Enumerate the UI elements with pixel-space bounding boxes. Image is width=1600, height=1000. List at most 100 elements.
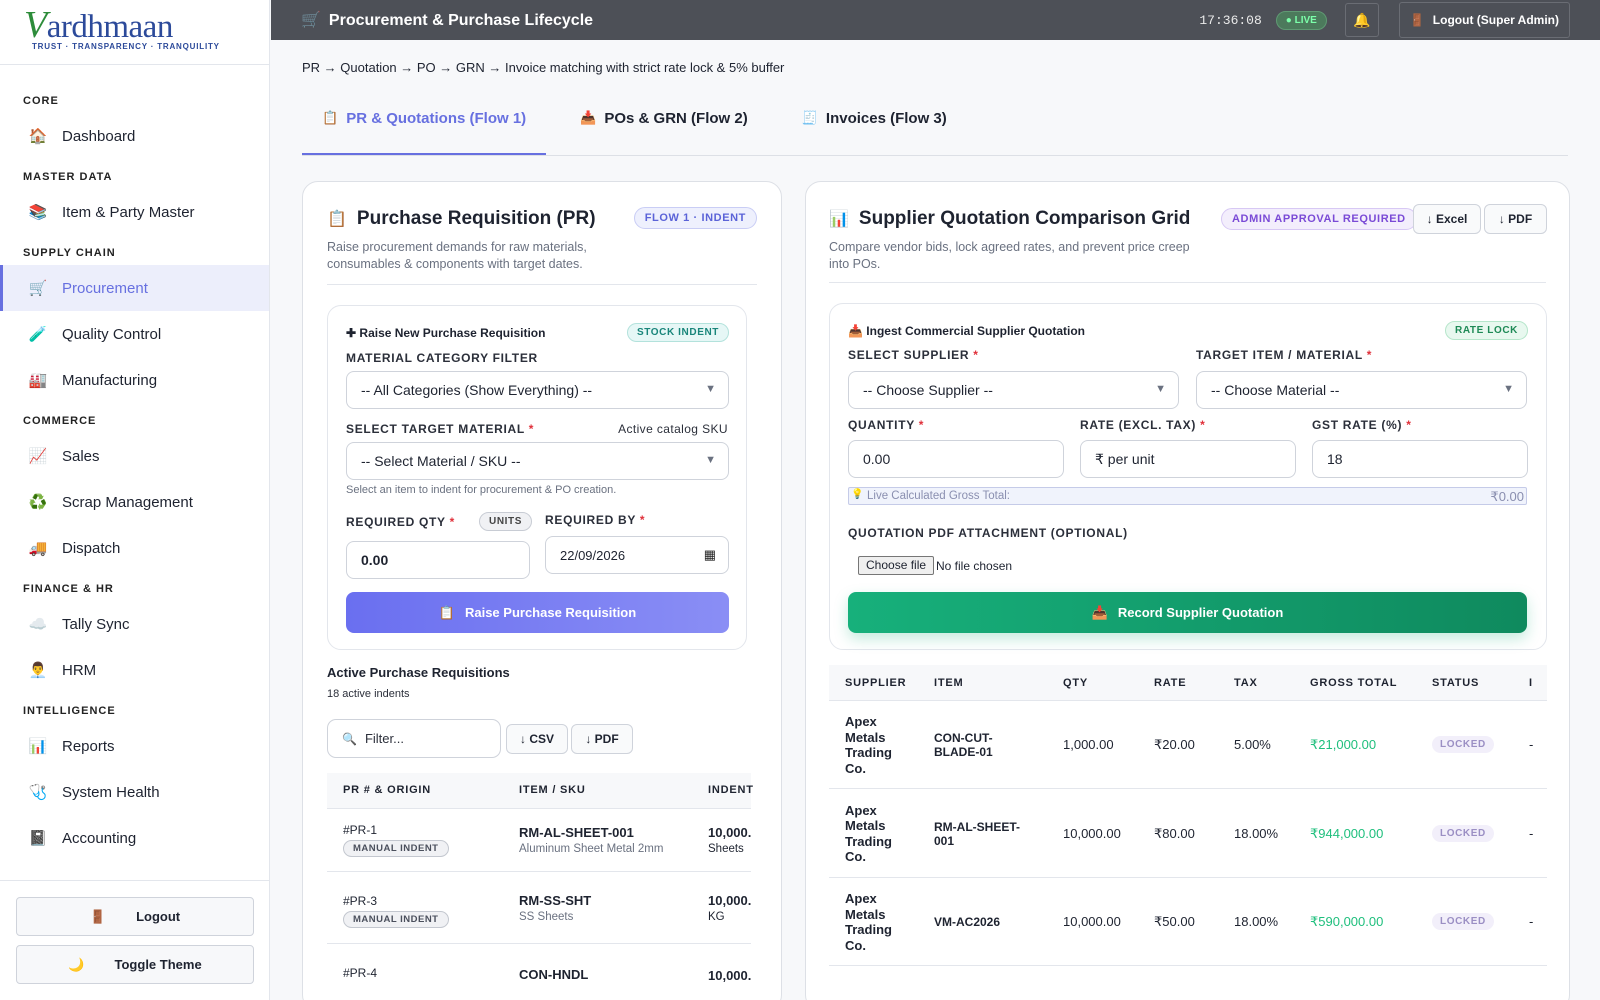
cart-icon: 🛒 — [301, 12, 321, 29]
category-label: MATERIAL CATEGORY FILTER — [346, 351, 538, 365]
table-row[interactable]: Apex Metals Trading Co. CON-CUT- BLADE-01 1,00… — [829, 701, 1547, 789]
supplier-name: Apex — [845, 891, 877, 906]
gst-rate-input[interactable]: 18 — [1312, 440, 1528, 478]
chevron-down-icon: ▼ — [705, 383, 716, 395]
pr-form-title: Raise New Purchase Requisition — [359, 326, 545, 340]
pr-filter-input[interactable]: 🔍 Filter... — [327, 719, 501, 758]
sidebar-item-item-party-master[interactable]: 📚 Item & Party Master — [0, 189, 269, 235]
nav-section-label: FINANCE & HR — [0, 571, 269, 601]
sq-table-header: SUPPLIER ITEM QTY RATE TAX GROSS TOTAL S… — [829, 665, 1547, 701]
sidebar-logout-button[interactable]: 🚪 Logout — [16, 897, 254, 936]
ledger-icon: 📓 — [28, 829, 48, 847]
raise-pr-button[interactable]: 📋 Raise Purchase Requisition — [346, 592, 729, 633]
books-icon: 📚 — [28, 203, 48, 221]
live-gross-total: 💡 Live Calculated Gross Total: ₹0.00 — [848, 487, 1527, 505]
pdf-export-button[interactable]: ↓ PDF — [1484, 204, 1547, 234]
sidebar-item-dashboard[interactable]: 🏠 Dashboard — [0, 113, 269, 159]
toggle-theme-button[interactable]: 🌙 Toggle Theme — [16, 945, 254, 984]
sidebar-item-quality-control[interactable]: 🧪 Quality Control — [0, 311, 269, 357]
pr-title: Purchase Requisition (PR) — [357, 208, 596, 230]
stethoscope-icon: 🩺 — [28, 783, 48, 801]
clock: 17:36:08 — [1199, 13, 1261, 28]
extra-cell: - — [1529, 826, 1533, 841]
bulb-icon: 💡 — [851, 489, 863, 500]
home-icon: 🏠 — [28, 127, 48, 145]
rate-cell: ₹80.00 — [1154, 826, 1195, 842]
supplier-select[interactable]: -- Choose Supplier -- ▼ — [848, 371, 1179, 409]
sidebar-item-label: Dashboard — [62, 128, 135, 145]
sidebar-item-label: Manufacturing — [62, 372, 157, 389]
chevron-down-icon: ▼ — [1155, 383, 1166, 395]
table-row[interactable]: #PR-1 MANUAL INDENT RM-AL-SHEET-001 Alum… — [327, 809, 751, 872]
table-row[interactable]: Apex Metals Trading Co. VM-AC2026 10,000.00 ₹5… — [829, 878, 1547, 966]
inbox-icon: 📥 — [580, 110, 596, 126]
sidebar-item-sales[interactable]: 📈 Sales — [0, 433, 269, 479]
tab-invoices[interactable]: 🧾 Invoices (Flow 3) — [782, 107, 967, 155]
supplier-name: Co. — [845, 761, 866, 776]
bar-chart-icon: 📊 — [829, 209, 849, 229]
material-select[interactable]: -- Select Material / SKU -- ▼ — [346, 442, 729, 480]
tab-pos-grn[interactable]: 📥 POs & GRN (Flow 2) — [560, 107, 768, 155]
item-code: CON-CUT- — [934, 731, 993, 745]
item-code: RM-AL-SHEET- — [934, 820, 1020, 834]
table-row[interactable]: #PR-3 MANUAL INDENT RM-SS-SHT SS Sheets … — [327, 872, 751, 944]
table-row[interactable]: Apex Metals Trading Co. RM-AL-SHEET- 001 10,00… — [829, 789, 1547, 878]
rate-input[interactable]: ₹ per unit — [1080, 440, 1296, 478]
category-select[interactable]: -- All Categories (Show Everything) -- ▼ — [346, 371, 729, 409]
quantity-input[interactable]: 0.00 — [848, 440, 1064, 478]
topbar-logout-button[interactable]: 🚪 Logout (Super Admin) — [1399, 2, 1570, 38]
supplier-name: Trading — [845, 745, 892, 760]
qty-label: REQUIRED QTY — [346, 515, 446, 529]
tax-cell: 18.00% — [1234, 914, 1278, 929]
clipboard-icon: 📋 — [439, 605, 455, 621]
chevron-down-icon: ▼ — [1503, 383, 1514, 395]
supplier-name: Apex — [845, 714, 877, 729]
sidebar-item-scrap-management[interactable]: ♻️ Scrap Management — [0, 479, 269, 525]
sidebar-item-label: Scrap Management — [62, 494, 193, 511]
qty-cell: 1,000.00 — [1063, 737, 1114, 752]
excel-export-button[interactable]: ↓ Excel — [1413, 204, 1481, 234]
units-badge: UNITS — [479, 512, 532, 531]
calendar-icon: ▦ — [704, 547, 716, 563]
table-row[interactable]: #PR-4 CON-HNDL 10,000. — [327, 944, 751, 1000]
bar-chart-icon: 📊 — [28, 737, 48, 755]
item-code: 001 — [934, 834, 954, 848]
main-content: PR → Quotation → PO → GRN → Invoice matc… — [302, 40, 1568, 156]
pr-pdf-button[interactable]: ↓ PDF — [571, 724, 633, 754]
sidebar-item-label: Accounting — [62, 830, 136, 847]
required-qty-input[interactable]: 0.00 — [346, 541, 530, 579]
status-badge: LOCKED — [1432, 913, 1494, 930]
tab-pr-quotations[interactable]: 📋 PR & Quotations (Flow 1) — [302, 107, 546, 155]
target-item-select[interactable]: -- Choose Material -- ▼ — [1196, 371, 1527, 409]
sidebar-item-reports[interactable]: 📊 Reports — [0, 723, 269, 769]
sidebar-item-hrm[interactable]: 👨‍💼 HRM — [0, 647, 269, 693]
sidebar-item-procurement[interactable]: 🛒 Procurement — [0, 265, 269, 311]
sidebar-item-manufacturing[interactable]: 🏭 Manufacturing — [0, 357, 269, 403]
sidebar-item-system-health[interactable]: 🩺 System Health — [0, 769, 269, 815]
choose-file-button[interactable]: Choose file — [858, 556, 934, 575]
sidebar-item-accounting[interactable]: 📓 Accounting — [0, 815, 269, 861]
supplier-name: Metals — [845, 730, 885, 745]
material-aside: Active catalog SKU — [618, 422, 728, 436]
supplier-name: Metals — [845, 818, 885, 833]
pr-csv-button[interactable]: ↓ CSV — [506, 724, 568, 754]
brand-logo[interactable]: Vardhmaan TRUST · TRANSPARENCY · TRANQUI… — [0, 0, 269, 65]
live-badge: ● LIVE — [1276, 11, 1327, 30]
sidebar-item-label: Reports — [62, 738, 115, 755]
notifications-button[interactable]: 🔔 — [1345, 3, 1379, 37]
flow-badge: FLOW 1 · INDENT — [634, 207, 757, 229]
required-by-date-input[interactable]: 22/09/2026 ▦ — [545, 536, 729, 574]
receipt-icon: 🧾 — [802, 110, 818, 126]
attachment-label: QUOTATION PDF ATTACHMENT (OPTIONAL) — [848, 526, 1128, 540]
record-quotation-button[interactable]: 📥 Record Supplier Quotation — [848, 592, 1527, 633]
sidebar-item-label: Sales — [62, 448, 100, 465]
nav-section-label: SUPPLY CHAIN — [0, 235, 269, 265]
active-pr-count: 18 active indents — [327, 688, 410, 700]
door-icon: 🚪 — [1410, 13, 1425, 27]
rate-label: RATE (EXCL. TAX) — [1080, 418, 1196, 432]
tax-cell: 5.00% — [1234, 737, 1271, 752]
sidebar-item-dispatch[interactable]: 🚚 Dispatch — [0, 525, 269, 571]
sidebar-item-tally-sync[interactable]: ☁️ Tally Sync — [0, 601, 269, 647]
sidebar-item-label: Quality Control — [62, 326, 161, 343]
supplier-name: Co. — [845, 938, 866, 953]
